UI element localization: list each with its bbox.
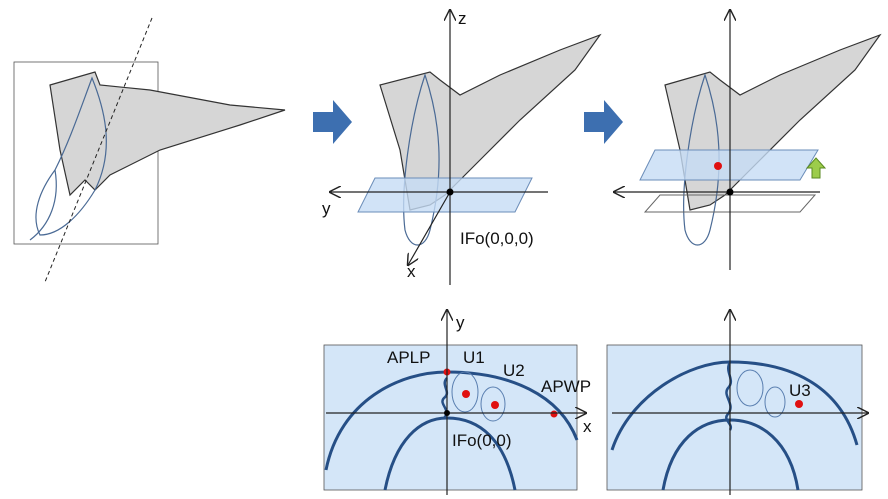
- axis-label: y: [322, 199, 331, 218]
- point: [551, 411, 558, 418]
- origin-label: IFo(0,0): [452, 431, 512, 450]
- panel-original: [14, 18, 285, 282]
- origin: [444, 410, 450, 416]
- origin: [727, 189, 734, 196]
- point: [462, 390, 470, 398]
- axis-label: x: [583, 417, 592, 436]
- point-label: APWP: [541, 377, 591, 396]
- axis-label: y: [456, 313, 465, 332]
- section-box: [607, 345, 862, 490]
- panel-section: y x APLP U1 U2 APWP IFo(0,0): [324, 310, 592, 495]
- origin: [447, 189, 454, 196]
- axis-label: z: [458, 9, 467, 28]
- point: [491, 401, 499, 409]
- point: [795, 400, 803, 408]
- point-label: U2: [503, 361, 525, 380]
- axis-label: x: [407, 262, 416, 281]
- point: [714, 162, 722, 170]
- point-label: U3: [789, 381, 811, 400]
- panel-shifted: [614, 10, 880, 270]
- diagram: z y x IFo(0,0,0) y x APLP U1 U2 APWP IFo…: [0, 0, 888, 499]
- tooth-shape: [665, 35, 880, 210]
- plane: [358, 178, 532, 212]
- tooth-shape: [50, 72, 285, 195]
- point-label: APLP: [387, 348, 430, 367]
- process-arrow: [313, 100, 352, 144]
- root-outline: [30, 170, 56, 240]
- process-arrow: [584, 100, 623, 144]
- plane: [640, 150, 818, 180]
- point-label: U1: [463, 348, 485, 367]
- panel-section-shifted: U3: [607, 310, 868, 495]
- origin-label: IFo(0,0,0): [460, 229, 534, 248]
- panel-coordinate: z y x IFo(0,0,0): [322, 9, 600, 285]
